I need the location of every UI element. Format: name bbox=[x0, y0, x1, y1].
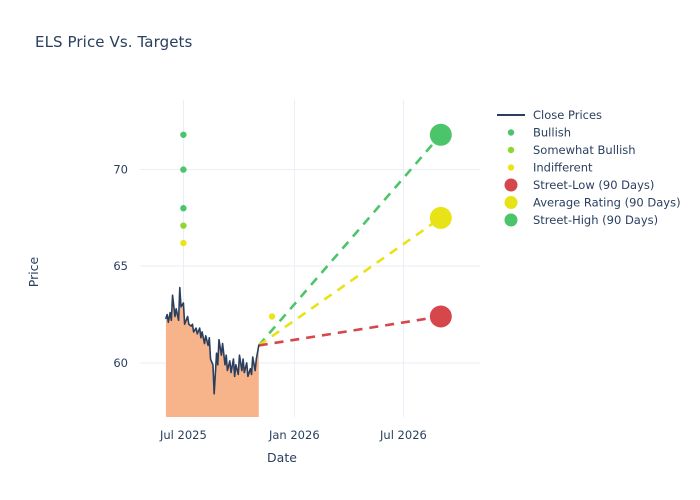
rating-scatter-points bbox=[180, 131, 276, 320]
rating-point bbox=[268, 313, 276, 320]
legend-label[interactable]: Average Rating (90 Days) bbox=[533, 196, 681, 210]
rating-point bbox=[180, 166, 187, 173]
x-axis-label: Date bbox=[267, 450, 297, 465]
rating-point bbox=[180, 222, 187, 229]
legend-label[interactable]: Street-High (90 Days) bbox=[533, 213, 658, 227]
price-line bbox=[165, 286, 260, 395]
legend-marker-dot bbox=[504, 196, 518, 209]
chart-title: ELS Price Vs. Targets bbox=[35, 33, 193, 51]
legend-label[interactable]: Street-Low (90 Days) bbox=[533, 178, 654, 192]
legend-label[interactable]: Bullish bbox=[533, 126, 571, 140]
y-axis-ticks: 60 65 70 bbox=[113, 163, 128, 370]
projection-lines bbox=[257, 133, 442, 347]
target-markers bbox=[429, 123, 452, 328]
legend-label[interactable]: Somewhat Bullish bbox=[533, 143, 636, 157]
rating-point bbox=[180, 239, 187, 247]
price-fill bbox=[165, 287, 259, 417]
chart-legend: Close Prices Bullish Somewhat Bullish Indif… bbox=[497, 108, 681, 227]
x-axis-ticks: Jul 2025 Jan 2026 Jul 2026 bbox=[159, 428, 427, 442]
target-marker bbox=[429, 305, 452, 328]
projection-line bbox=[257, 133, 442, 347]
y-axis-label: Price bbox=[26, 256, 41, 287]
projection-line bbox=[258, 216, 442, 347]
price-line-path bbox=[165, 286, 260, 395]
legend-marker-dot bbox=[504, 178, 518, 192]
legend-marker-dot bbox=[507, 164, 515, 171]
target-marker bbox=[429, 123, 452, 146]
rating-point bbox=[180, 205, 187, 212]
legend-label[interactable]: Close Prices bbox=[533, 108, 602, 122]
legend-marker-dot bbox=[507, 129, 515, 136]
target-marker bbox=[429, 206, 452, 229]
y-tick-label: 65 bbox=[113, 259, 128, 273]
legend-marker-dot bbox=[507, 146, 515, 154]
y-tick-label: 60 bbox=[113, 356, 128, 370]
rating-point bbox=[180, 131, 187, 138]
x-tick-label: Jul 2025 bbox=[159, 428, 207, 442]
legend-marker-dot bbox=[504, 213, 518, 227]
x-tick-label: Jan 2026 bbox=[268, 428, 320, 442]
projection-line bbox=[258, 315, 442, 347]
y-tick-label: 70 bbox=[113, 163, 128, 177]
price-area-fill bbox=[165, 287, 259, 417]
legend-label[interactable]: Indifferent bbox=[533, 161, 593, 175]
x-tick-label: Jul 2026 bbox=[379, 428, 427, 442]
